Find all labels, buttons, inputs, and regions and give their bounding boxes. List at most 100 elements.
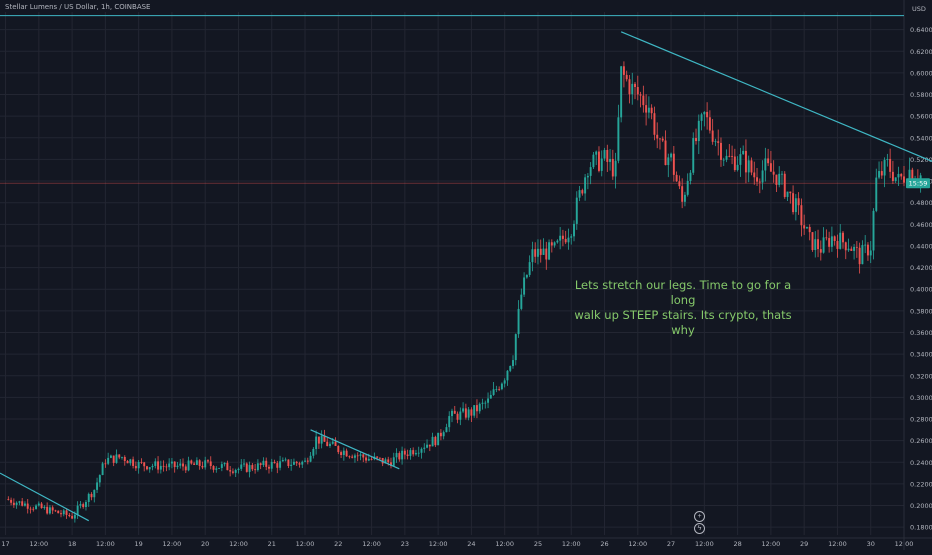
- candle-body: [828, 238, 831, 247]
- candle-body: [575, 197, 578, 224]
- candle-body: [154, 461, 157, 466]
- candle-body: [90, 493, 93, 498]
- candle-body: [781, 173, 783, 175]
- candle-body: [636, 87, 639, 95]
- candle-body: [287, 459, 290, 467]
- candle-body: [761, 170, 764, 183]
- candle-body: [54, 510, 57, 512]
- candle-body: [614, 160, 617, 177]
- candle-body: [151, 465, 154, 468]
- y-tick-label: 0.400000: [910, 286, 932, 294]
- y-tick-label: 0.460000: [910, 221, 932, 229]
- candle-body: [381, 457, 384, 464]
- candle-body: [878, 171, 881, 178]
- candle-body: [672, 153, 675, 175]
- candle-body: [728, 155, 731, 157]
- candle-body: [503, 380, 506, 384]
- candle-body: [894, 177, 897, 181]
- candle-body: [448, 416, 451, 428]
- candle-body: [140, 461, 143, 463]
- candle-body: [7, 499, 10, 500]
- candle-body: [118, 454, 121, 458]
- candle-body: [209, 461, 212, 467]
- candle-body: [462, 408, 465, 412]
- y-tick-label: 0.600000: [910, 69, 932, 77]
- candle-body: [414, 453, 417, 455]
- candle-body: [683, 194, 686, 202]
- candle-body: [403, 450, 406, 455]
- candle-body: [32, 508, 35, 510]
- x-tick-label: 23: [401, 540, 409, 548]
- candle-body: [431, 436, 434, 447]
- y-tick-label: 0.480000: [910, 199, 932, 207]
- candle-body: [121, 457, 123, 458]
- y-tick-label: 0.380000: [910, 307, 932, 315]
- candle-body: [858, 247, 861, 265]
- y-tick-label: 0.280000: [910, 416, 932, 424]
- candle-body: [875, 177, 878, 211]
- candle-body: [223, 462, 226, 465]
- candle-body: [908, 169, 911, 184]
- last-price-tag: [906, 178, 930, 189]
- candle-body: [467, 409, 470, 418]
- candle-body: [365, 457, 368, 461]
- annotation-line-2: walk up STEEP stairs. Its crypto, thats …: [574, 308, 792, 337]
- candle-body: [301, 461, 304, 465]
- candle-body: [509, 365, 512, 371]
- candle-body: [817, 239, 820, 250]
- candle-body: [631, 83, 634, 95]
- candle-body: [245, 463, 248, 472]
- currency-label: USD: [912, 5, 926, 13]
- candle-body: [18, 501, 21, 503]
- candle-body: [51, 507, 54, 511]
- candle-body: [481, 402, 484, 404]
- candle-body: [173, 461, 176, 468]
- candle-body: [822, 237, 825, 253]
- candle-body: [703, 111, 706, 115]
- candle-body: [193, 463, 196, 465]
- candle-body: [853, 246, 856, 251]
- candle-body: [842, 232, 844, 243]
- candle-body: [600, 158, 603, 171]
- x-tick-label: 12:00: [562, 540, 581, 548]
- candle-body: [270, 461, 273, 469]
- candle-body: [772, 171, 775, 175]
- candle-body: [62, 510, 65, 515]
- candle-body: [464, 408, 467, 418]
- candle-body: [667, 157, 670, 166]
- lightning-icon[interactable]: ϟ: [694, 523, 705, 534]
- candle-body: [326, 441, 329, 447]
- candle-body: [883, 159, 886, 176]
- candle-body: [783, 173, 786, 197]
- candle-body: [243, 463, 245, 465]
- candle-body: [711, 130, 714, 142]
- candle-body: [370, 458, 373, 460]
- candle-body: [489, 394, 492, 399]
- candle-body: [123, 457, 126, 461]
- candle-body: [542, 248, 545, 255]
- candle-body: [611, 158, 614, 177]
- y-tick-label: 0.200000: [910, 502, 932, 510]
- plus-circle-icon[interactable]: +: [694, 511, 705, 522]
- candle-body: [589, 167, 592, 176]
- candle-body: [331, 441, 334, 444]
- candle-body: [495, 389, 498, 390]
- candle-body: [830, 236, 833, 247]
- candle-body: [731, 156, 734, 158]
- candle-body: [437, 432, 440, 446]
- candle-body: [470, 409, 473, 416]
- candle-body: [617, 117, 620, 161]
- candle-body: [423, 447, 426, 449]
- annotation-line-1: Lets stretch our legs. Time to go for a …: [574, 278, 792, 307]
- candle-body: [76, 505, 79, 515]
- candle-body: [251, 465, 254, 470]
- candle-body: [864, 244, 867, 246]
- candle-body: [112, 455, 115, 463]
- x-tick-label: 12:00: [695, 540, 714, 548]
- candle-body: [312, 449, 315, 456]
- candle-body: [73, 514, 76, 519]
- y-tick-label: 0.320000: [910, 372, 932, 380]
